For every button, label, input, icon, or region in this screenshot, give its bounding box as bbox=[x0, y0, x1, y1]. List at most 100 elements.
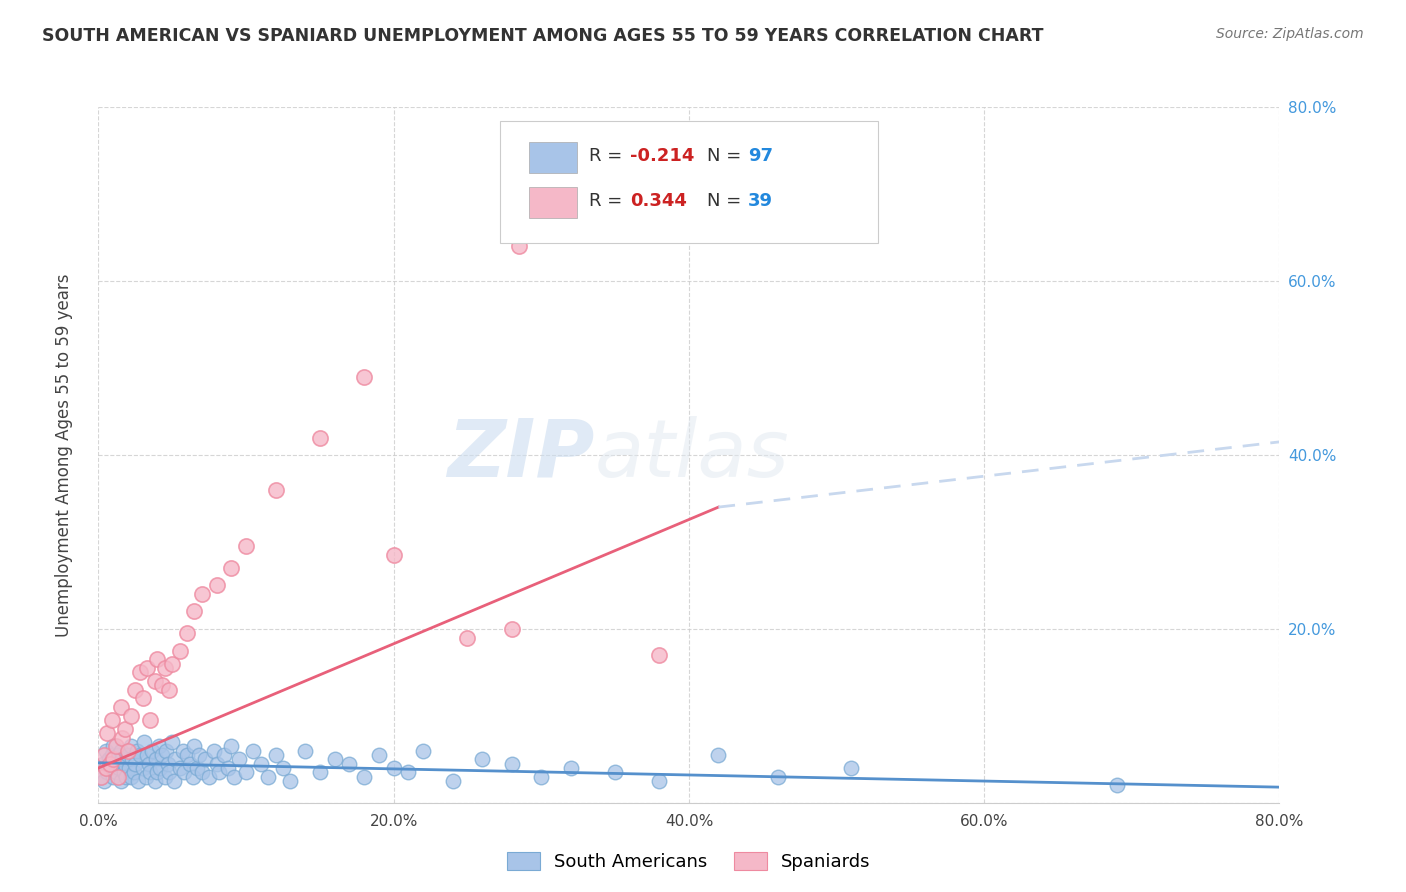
Point bbox=[648, 648, 671, 662]
Point bbox=[103, 739, 125, 754]
Point bbox=[181, 770, 204, 784]
Point bbox=[141, 744, 163, 758]
Point bbox=[124, 682, 146, 697]
Point bbox=[412, 744, 434, 758]
Point bbox=[219, 561, 242, 575]
Point bbox=[162, 735, 183, 749]
Point bbox=[271, 761, 294, 775]
Point bbox=[242, 744, 264, 758]
Point bbox=[146, 765, 169, 780]
Point bbox=[179, 756, 201, 771]
Point bbox=[707, 747, 730, 762]
Point bbox=[94, 761, 117, 775]
Point bbox=[323, 752, 346, 766]
Point bbox=[157, 765, 180, 780]
Point bbox=[194, 752, 217, 766]
Point bbox=[120, 770, 142, 784]
Point bbox=[228, 752, 250, 766]
Point bbox=[501, 622, 523, 636]
Point bbox=[145, 752, 167, 766]
Point bbox=[264, 483, 287, 497]
Point bbox=[100, 713, 122, 727]
Point bbox=[114, 756, 136, 771]
Point bbox=[98, 761, 121, 775]
Point bbox=[127, 774, 149, 789]
Point bbox=[155, 744, 177, 758]
Point bbox=[96, 765, 118, 780]
Point bbox=[122, 765, 145, 780]
Point bbox=[132, 761, 155, 775]
Point bbox=[136, 661, 159, 675]
Point bbox=[202, 744, 225, 758]
Point bbox=[165, 752, 187, 766]
Point bbox=[250, 756, 273, 771]
Point bbox=[309, 431, 332, 445]
Point bbox=[157, 682, 180, 697]
Point bbox=[111, 731, 134, 745]
Point bbox=[132, 691, 155, 706]
Point bbox=[124, 756, 146, 771]
Point bbox=[339, 756, 360, 771]
Point bbox=[205, 578, 228, 592]
Point bbox=[94, 744, 117, 758]
Legend: South Americans, Spaniards: South Americans, Spaniards bbox=[501, 845, 877, 879]
Point bbox=[191, 587, 214, 601]
Point bbox=[117, 744, 139, 758]
Point bbox=[186, 761, 208, 775]
Point bbox=[382, 761, 405, 775]
Point bbox=[841, 761, 863, 775]
Point bbox=[219, 739, 242, 754]
Point bbox=[368, 747, 391, 762]
Point bbox=[441, 774, 464, 789]
Point bbox=[117, 747, 139, 762]
Point bbox=[278, 774, 302, 789]
FancyBboxPatch shape bbox=[501, 121, 877, 243]
FancyBboxPatch shape bbox=[530, 187, 576, 219]
Point bbox=[90, 770, 112, 784]
Point bbox=[120, 708, 142, 723]
Point bbox=[508, 239, 530, 253]
Point bbox=[212, 747, 235, 762]
Point bbox=[224, 770, 246, 784]
Point bbox=[169, 761, 191, 775]
Point bbox=[150, 747, 173, 762]
Text: 0.344: 0.344 bbox=[630, 192, 686, 210]
Point bbox=[153, 770, 176, 784]
Text: R =: R = bbox=[589, 192, 627, 210]
Point bbox=[198, 770, 221, 784]
Point bbox=[501, 756, 523, 771]
Point bbox=[120, 739, 142, 754]
Point bbox=[104, 756, 127, 771]
Text: N =: N = bbox=[707, 147, 747, 165]
Point bbox=[169, 643, 191, 657]
Point bbox=[148, 739, 170, 754]
Point bbox=[143, 674, 166, 689]
Point bbox=[128, 665, 150, 680]
Text: N =: N = bbox=[707, 192, 747, 210]
Point bbox=[112, 765, 135, 780]
Point bbox=[93, 747, 115, 762]
Point bbox=[205, 756, 228, 771]
Point bbox=[91, 756, 114, 771]
Point bbox=[121, 752, 143, 766]
Point bbox=[105, 739, 128, 754]
Text: 39: 39 bbox=[748, 192, 773, 210]
Point bbox=[110, 744, 132, 758]
Point bbox=[105, 765, 128, 780]
Point bbox=[134, 735, 156, 749]
Point bbox=[110, 774, 132, 789]
Text: -0.214: -0.214 bbox=[630, 147, 695, 165]
Point bbox=[97, 752, 120, 766]
Point bbox=[150, 678, 173, 692]
Point bbox=[173, 765, 195, 780]
Point bbox=[235, 539, 257, 553]
Point bbox=[235, 765, 257, 780]
Text: atlas: atlas bbox=[595, 416, 789, 494]
Text: Source: ZipAtlas.com: Source: ZipAtlas.com bbox=[1216, 27, 1364, 41]
Point bbox=[107, 747, 129, 762]
FancyBboxPatch shape bbox=[530, 142, 576, 173]
Point bbox=[103, 752, 125, 766]
Point bbox=[110, 700, 132, 714]
Point bbox=[135, 770, 157, 784]
Point bbox=[111, 752, 134, 766]
